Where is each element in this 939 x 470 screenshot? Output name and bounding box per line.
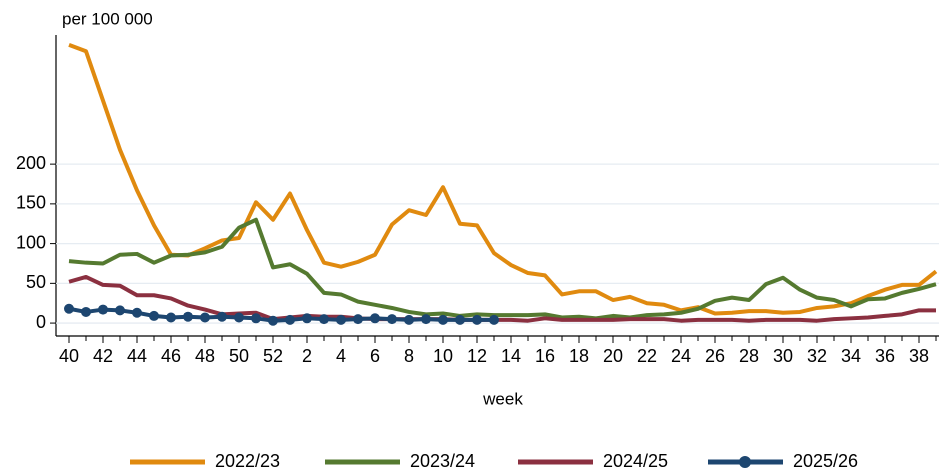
series-marker bbox=[251, 313, 261, 324]
x-tick-label: 12 bbox=[467, 346, 487, 366]
x-tick-label: 18 bbox=[569, 346, 589, 366]
x-tick-label: 46 bbox=[161, 346, 181, 366]
x-tick-label: 36 bbox=[875, 346, 895, 366]
x-tick-label: 30 bbox=[773, 346, 793, 366]
x-tick-label: 24 bbox=[671, 346, 691, 366]
series-marker bbox=[489, 314, 499, 325]
x-tick-label: 26 bbox=[705, 346, 725, 366]
legend-marker bbox=[739, 456, 751, 468]
series-marker bbox=[302, 313, 312, 324]
series-line bbox=[68, 43, 938, 316]
series-marker bbox=[370, 313, 380, 324]
x-tick-label: 52 bbox=[263, 346, 283, 366]
y-tick-label: 0 bbox=[36, 312, 46, 332]
legend-label: 2023/24 bbox=[410, 451, 475, 470]
x-tick-label: 2 bbox=[302, 346, 312, 366]
series-marker bbox=[387, 314, 397, 325]
x-tick-label: 20 bbox=[603, 346, 623, 366]
y-tick-label: 200 bbox=[16, 153, 46, 173]
x-tick-label: 50 bbox=[229, 346, 249, 366]
series-marker bbox=[319, 314, 329, 325]
series-line bbox=[68, 217, 937, 321]
x-tick-label: 44 bbox=[127, 346, 147, 366]
x-tick-label: 4 bbox=[336, 346, 346, 366]
x-tick-label: 38 bbox=[909, 346, 929, 366]
series-marker bbox=[285, 314, 295, 325]
x-tick-label: 48 bbox=[195, 346, 215, 366]
series-marker bbox=[455, 314, 465, 325]
series-marker bbox=[81, 306, 91, 317]
x-tick-label: 16 bbox=[535, 346, 555, 366]
series-marker bbox=[149, 310, 159, 321]
series-marker bbox=[98, 304, 108, 315]
x-tick-label: 40 bbox=[59, 346, 79, 366]
legend-label: 2022/23 bbox=[215, 451, 280, 470]
series-marker bbox=[166, 312, 176, 323]
series-marker bbox=[115, 305, 125, 316]
series-marker bbox=[64, 303, 74, 314]
series-marker bbox=[268, 315, 278, 326]
x-tick-label: 6 bbox=[370, 346, 380, 366]
x-tick-label: 34 bbox=[841, 346, 861, 366]
x-tick-label: 42 bbox=[93, 346, 113, 366]
x-tick-label: 8 bbox=[404, 346, 414, 366]
series-marker bbox=[132, 307, 142, 318]
legend-label: 2025/26 bbox=[793, 451, 858, 470]
series-marker bbox=[404, 314, 414, 325]
series-marker bbox=[472, 314, 482, 325]
series-marker bbox=[234, 312, 244, 323]
series-marker bbox=[200, 312, 210, 323]
y-tick-label: 150 bbox=[16, 193, 46, 213]
y-axis-label: per 100 000 bbox=[62, 9, 153, 28]
x-tick-label: 32 bbox=[807, 346, 827, 366]
legend-label: 2024/25 bbox=[603, 451, 668, 470]
y-tick-label: 100 bbox=[16, 232, 46, 252]
x-tick-label: 22 bbox=[637, 346, 657, 366]
series-marker bbox=[217, 311, 227, 322]
series-marker bbox=[183, 311, 193, 322]
series-marker bbox=[438, 314, 448, 325]
y-tick-label: 50 bbox=[26, 272, 46, 292]
x-tick-label: 14 bbox=[501, 346, 521, 366]
x-tick-label: 10 bbox=[433, 346, 453, 366]
x-axis-label: week bbox=[482, 389, 523, 408]
series-line bbox=[68, 274, 936, 323]
series-marker bbox=[421, 314, 431, 325]
series-marker bbox=[336, 314, 346, 325]
x-tick-label: 28 bbox=[739, 346, 759, 366]
series-marker bbox=[353, 314, 363, 325]
